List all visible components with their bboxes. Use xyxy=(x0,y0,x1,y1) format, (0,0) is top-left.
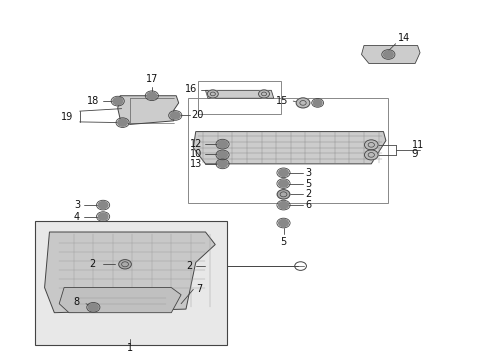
Circle shape xyxy=(217,151,227,158)
Text: 9: 9 xyxy=(411,149,418,159)
Text: 5: 5 xyxy=(305,179,311,189)
Text: 19: 19 xyxy=(61,112,73,122)
Circle shape xyxy=(118,119,127,126)
Circle shape xyxy=(364,140,377,150)
Polygon shape xyxy=(118,96,178,125)
Text: 17: 17 xyxy=(145,74,158,84)
Circle shape xyxy=(278,202,288,209)
Polygon shape xyxy=(205,90,273,98)
Circle shape xyxy=(119,260,131,269)
Text: 20: 20 xyxy=(190,111,203,121)
Circle shape xyxy=(207,90,218,98)
Text: 6: 6 xyxy=(305,200,311,210)
Text: 1: 1 xyxy=(126,343,133,353)
Text: 7: 7 xyxy=(195,284,202,294)
Text: 5: 5 xyxy=(280,237,286,247)
Text: 18: 18 xyxy=(87,96,100,106)
Polygon shape xyxy=(59,288,181,313)
Circle shape xyxy=(258,90,269,98)
Circle shape xyxy=(278,220,288,226)
Circle shape xyxy=(88,304,98,311)
Text: 8: 8 xyxy=(73,297,80,307)
Circle shape xyxy=(170,112,180,119)
Circle shape xyxy=(277,190,289,199)
Text: 11: 11 xyxy=(411,140,423,150)
Circle shape xyxy=(98,202,108,209)
Circle shape xyxy=(364,150,377,160)
Circle shape xyxy=(278,180,288,187)
Circle shape xyxy=(278,169,288,176)
Text: 15: 15 xyxy=(275,96,288,106)
Circle shape xyxy=(313,100,322,106)
Polygon shape xyxy=(193,132,385,164)
Bar xyxy=(198,81,281,114)
Text: 3: 3 xyxy=(305,168,311,178)
Circle shape xyxy=(217,140,227,148)
Polygon shape xyxy=(361,45,419,63)
Text: 4: 4 xyxy=(74,212,80,221)
Bar xyxy=(35,221,227,345)
Text: 13: 13 xyxy=(189,159,202,169)
Text: 3: 3 xyxy=(74,200,80,210)
Text: 12: 12 xyxy=(189,139,202,149)
Circle shape xyxy=(383,51,392,58)
Circle shape xyxy=(113,98,122,105)
Polygon shape xyxy=(44,232,215,313)
Circle shape xyxy=(296,98,309,108)
Circle shape xyxy=(98,213,108,220)
Circle shape xyxy=(147,92,157,99)
Text: 2: 2 xyxy=(89,259,96,269)
Text: 14: 14 xyxy=(397,33,409,43)
Bar xyxy=(188,98,387,203)
Text: 10: 10 xyxy=(189,149,202,159)
Text: 16: 16 xyxy=(184,84,197,94)
Circle shape xyxy=(217,160,227,167)
Text: 2: 2 xyxy=(305,189,311,199)
Text: 2: 2 xyxy=(186,261,192,271)
